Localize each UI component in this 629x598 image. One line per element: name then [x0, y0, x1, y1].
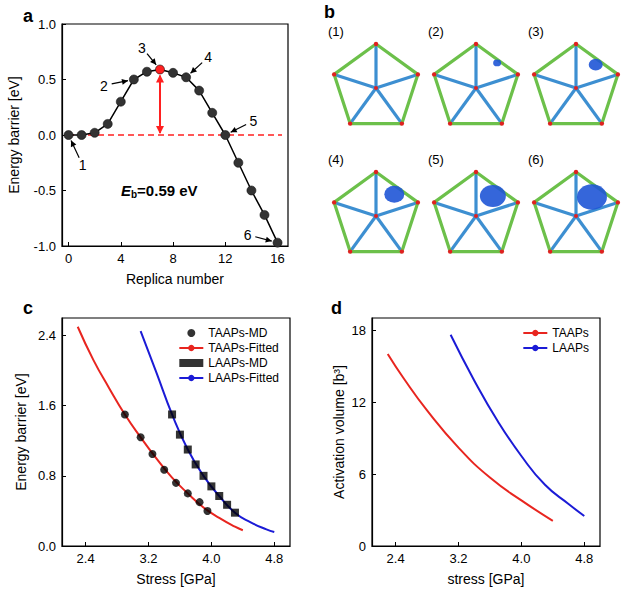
- svg-text:18: 18: [352, 323, 366, 338]
- svg-text:TAAPs: TAAPs: [552, 326, 588, 340]
- svg-text:12: 12: [352, 395, 366, 410]
- svg-text:b: b: [324, 2, 335, 22]
- svg-text:2.4: 2.4: [77, 551, 95, 566]
- svg-text:Replica number: Replica number: [126, 271, 224, 287]
- svg-text:1.6: 1.6: [38, 398, 56, 413]
- svg-text:(3): (3): [528, 24, 544, 39]
- svg-text:Stress [GPa]: Stress [GPa]: [136, 571, 215, 587]
- svg-text:LAAPs-Fitted: LAAPs-Fitted: [208, 371, 279, 385]
- svg-text:a: a: [23, 6, 34, 26]
- svg-text:TAAPs-Fitted: TAAPs-Fitted: [208, 341, 278, 355]
- svg-text:16: 16: [270, 251, 284, 266]
- svg-text:(1): (1): [328, 24, 344, 39]
- svg-text:d: d: [331, 298, 342, 318]
- html-text:Eb: Eb: [121, 181, 138, 200]
- svg-text:TAAPs-MD: TAAPs-MD: [208, 326, 267, 340]
- svg-text:4: 4: [204, 49, 212, 65]
- svg-text:=0.59 eV: =0.59 eV: [137, 182, 197, 199]
- svg-text:4.8: 4.8: [265, 551, 283, 566]
- svg-text:3: 3: [138, 40, 146, 56]
- svg-text:4.8: 4.8: [575, 551, 593, 566]
- svg-text:0.0: 0.0: [38, 128, 56, 143]
- svg-text:(6): (6): [528, 152, 544, 167]
- svg-text:2.4: 2.4: [38, 328, 56, 343]
- svg-text:LAAPs: LAAPs: [552, 341, 589, 355]
- svg-text:0.8: 0.8: [38, 468, 56, 483]
- svg-text:-0.5: -0.5: [34, 183, 56, 198]
- svg-text:-1.0: -1.0: [34, 239, 56, 254]
- svg-text:4: 4: [117, 251, 124, 266]
- svg-text:Activation volume [b³]: Activation volume [b³]: [331, 365, 347, 499]
- svg-text:8: 8: [169, 251, 176, 266]
- svg-text:0: 0: [359, 539, 366, 554]
- svg-text:3.2: 3.2: [449, 551, 467, 566]
- svg-text:(2): (2): [428, 24, 444, 39]
- svg-text:(5): (5): [428, 152, 444, 167]
- svg-text:3.2: 3.2: [139, 551, 157, 566]
- svg-text:4.0: 4.0: [512, 551, 530, 566]
- svg-text:c: c: [23, 298, 33, 318]
- svg-text:12: 12: [218, 251, 232, 266]
- svg-text:(4): (4): [328, 152, 344, 167]
- svg-text:5: 5: [249, 113, 257, 129]
- svg-text:6: 6: [359, 467, 366, 482]
- svg-text:Energy barrier [eV]: Energy barrier [eV]: [13, 373, 29, 491]
- svg-text:0: 0: [65, 251, 72, 266]
- svg-text:Energy barrier [eV]: Energy barrier [eV]: [6, 76, 22, 194]
- svg-text:LAAPs-MD: LAAPs-MD: [208, 356, 268, 370]
- svg-text:6: 6: [244, 227, 252, 243]
- svg-text:1.0: 1.0: [38, 17, 56, 32]
- svg-text:2: 2: [100, 78, 108, 94]
- svg-text:0.0: 0.0: [38, 539, 56, 554]
- svg-text:0.5: 0.5: [38, 72, 56, 87]
- svg-text:4.0: 4.0: [202, 551, 220, 566]
- svg-text:stress [GPa]: stress [GPa]: [447, 571, 524, 587]
- svg-text:2.4: 2.4: [387, 551, 405, 566]
- svg-text:1: 1: [79, 157, 87, 173]
